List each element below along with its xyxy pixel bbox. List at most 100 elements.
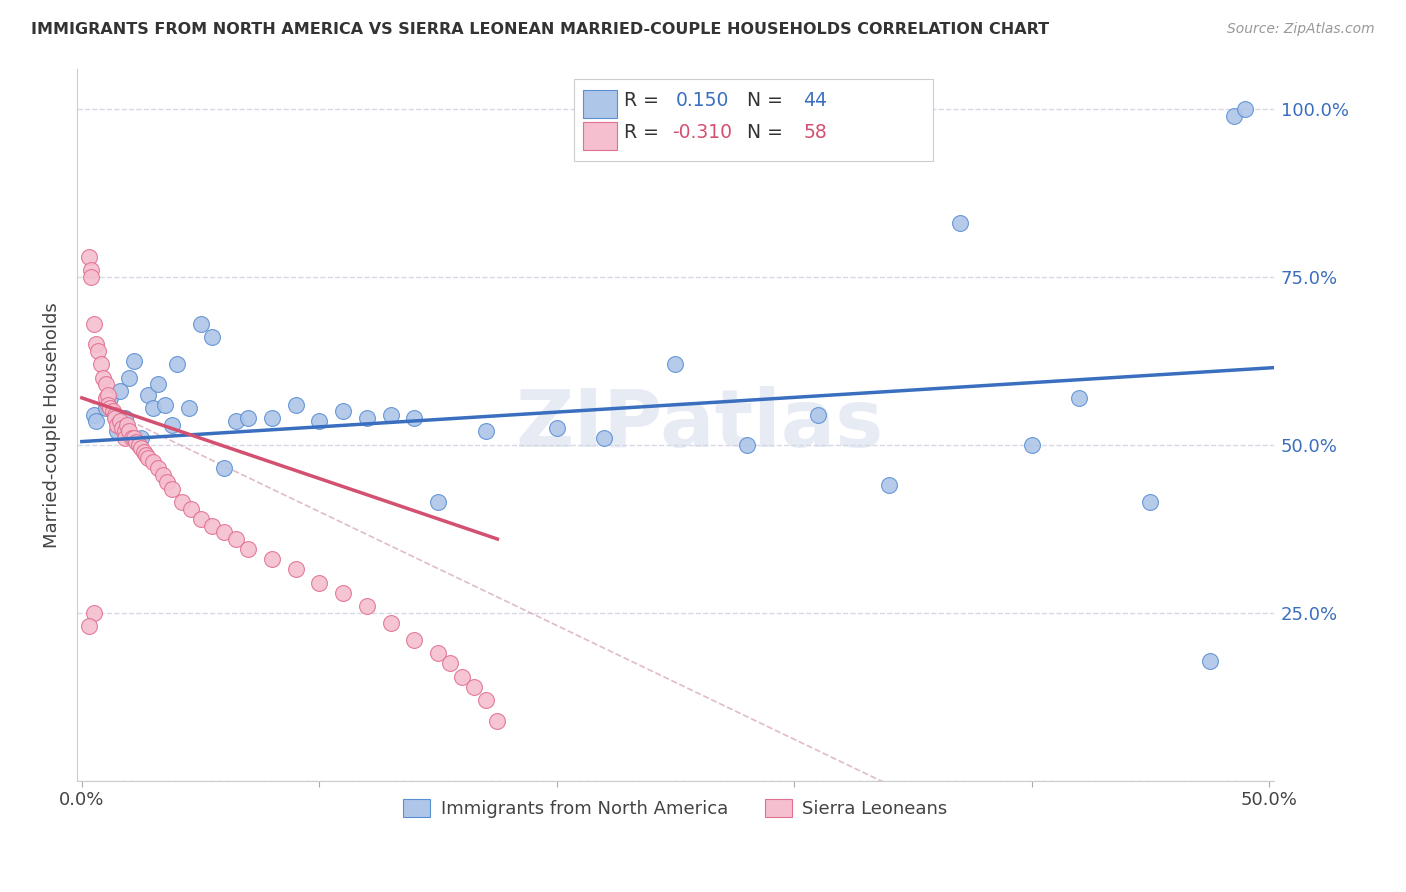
Text: N =: N =: [748, 91, 789, 110]
Point: [1234, 102, 1257, 116]
Point: [807, 408, 830, 422]
Point: [107, 417, 129, 432]
Point: [214, 525, 236, 540]
Point: [84, 414, 107, 428]
Point: [118, 425, 141, 439]
Point: [121, 431, 143, 445]
Point: [177, 401, 200, 415]
Point: [115, 417, 138, 432]
Point: [129, 442, 152, 456]
Point: [260, 411, 283, 425]
Point: [84, 337, 107, 351]
Point: [136, 387, 159, 401]
Point: [128, 438, 150, 452]
Point: [98, 401, 121, 415]
Point: [97, 387, 120, 401]
Point: [201, 330, 224, 344]
Text: Source: ZipAtlas.com: Source: ZipAtlas.com: [1227, 22, 1375, 37]
Point: [380, 408, 402, 422]
Point: [122, 354, 145, 368]
Point: [427, 646, 450, 660]
Point: [94, 401, 117, 415]
Point: [114, 411, 136, 425]
Point: [108, 384, 131, 399]
Point: [136, 451, 159, 466]
Point: [593, 431, 616, 445]
Point: [125, 434, 148, 449]
Point: [94, 391, 117, 405]
Text: 58: 58: [804, 123, 827, 142]
Point: [83, 606, 105, 620]
Point: [104, 411, 127, 425]
Point: [735, 438, 758, 452]
Point: [225, 532, 247, 546]
Point: [308, 575, 330, 590]
Point: [129, 431, 152, 445]
Point: [450, 670, 472, 684]
Point: [146, 461, 169, 475]
Text: N =: N =: [748, 123, 789, 142]
Point: [166, 357, 188, 371]
FancyBboxPatch shape: [574, 79, 932, 161]
Point: [404, 411, 426, 425]
Point: [1021, 438, 1043, 452]
Point: [111, 421, 134, 435]
Point: [546, 421, 568, 435]
Point: [104, 408, 127, 422]
Point: [427, 495, 450, 509]
FancyBboxPatch shape: [583, 122, 617, 151]
Point: [108, 414, 131, 428]
Point: [107, 425, 129, 439]
Point: [474, 425, 496, 439]
Point: [180, 501, 202, 516]
Point: [664, 357, 686, 371]
Point: [135, 448, 157, 462]
Point: [97, 398, 120, 412]
Point: [404, 632, 426, 647]
Point: [152, 468, 174, 483]
Point: [142, 401, 165, 415]
Point: [1198, 654, 1220, 668]
Point: [439, 657, 461, 671]
Point: [260, 552, 283, 566]
Point: [463, 680, 485, 694]
Point: [284, 562, 307, 576]
Point: [80, 269, 103, 284]
Point: [118, 370, 141, 384]
Point: [156, 475, 179, 489]
FancyBboxPatch shape: [583, 90, 617, 119]
Text: ZIPatlas: ZIPatlas: [515, 385, 883, 464]
Point: [77, 250, 100, 264]
Point: [236, 542, 259, 557]
Point: [114, 431, 136, 445]
Point: [160, 417, 183, 432]
Point: [160, 482, 183, 496]
Point: [77, 619, 100, 633]
Point: [949, 216, 972, 230]
Text: 0.150: 0.150: [675, 91, 728, 110]
Point: [1222, 109, 1244, 123]
Point: [236, 411, 259, 425]
Point: [356, 411, 378, 425]
Point: [332, 586, 354, 600]
Point: [877, 478, 900, 492]
Text: -0.310: -0.310: [672, 123, 733, 142]
Point: [1139, 495, 1161, 509]
Point: [132, 444, 155, 458]
Point: [90, 357, 112, 371]
Text: IMMIGRANTS FROM NORTH AMERICA VS SIERRA LEONEAN MARRIED-COUPLE HOUSEHOLDS CORREL: IMMIGRANTS FROM NORTH AMERICA VS SIERRA …: [31, 22, 1049, 37]
Point: [214, 461, 236, 475]
Point: [101, 404, 124, 418]
Point: [98, 391, 121, 405]
Point: [83, 408, 105, 422]
Point: [153, 398, 176, 412]
Point: [122, 431, 145, 445]
Point: [201, 518, 224, 533]
Point: [284, 398, 307, 412]
Point: [356, 599, 378, 614]
Point: [83, 317, 105, 331]
Point: [225, 414, 247, 428]
Point: [380, 615, 402, 630]
Point: [142, 455, 165, 469]
Point: [146, 377, 169, 392]
